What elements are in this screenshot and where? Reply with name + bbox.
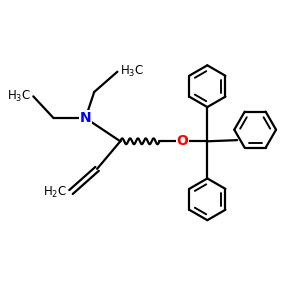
Text: H$_3$C: H$_3$C [7,89,31,104]
Text: O: O [177,134,189,148]
Text: N: N [80,111,91,125]
Text: H$_3$C: H$_3$C [120,64,144,79]
Text: H$_2$C: H$_2$C [44,184,68,200]
